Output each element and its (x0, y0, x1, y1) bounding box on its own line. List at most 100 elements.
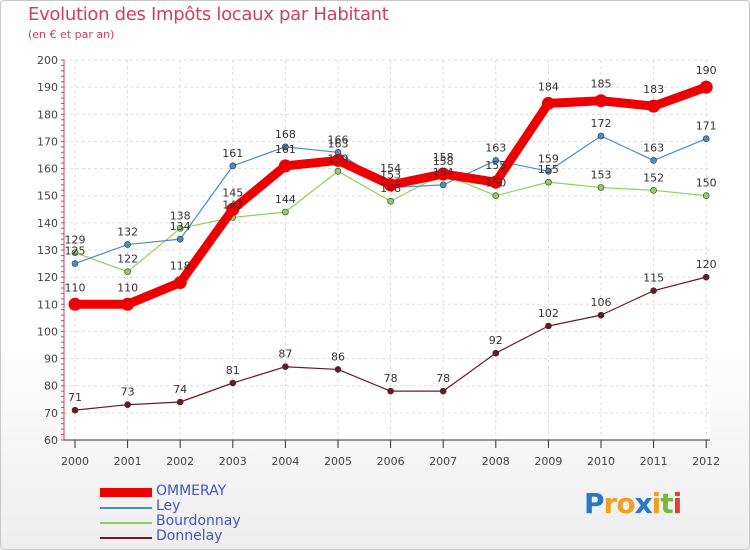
data-label-ommeray-2006: 154 (380, 162, 401, 175)
legend-label-bourdonnay: Bourdonnay (156, 513, 241, 529)
data-label-bourdonnay-2006: 148 (380, 182, 401, 195)
data-label-ommeray-2012: 190 (696, 64, 717, 77)
data-label-ley-2012: 171 (696, 120, 717, 133)
x-tick-label-2002: 2002 (166, 455, 194, 468)
legend-swatch-donnelay (100, 537, 152, 539)
data-point-ommeray-2008 (489, 175, 503, 189)
x-tick-label-2012: 2012 (692, 455, 720, 468)
y-tick-label-180: 180 (37, 108, 58, 121)
data-label-donnelay-2002: 74 (173, 383, 187, 396)
x-tick-label-2000: 2000 (61, 455, 89, 468)
data-label-ley-2005: 166 (328, 133, 349, 146)
data-point-ommeray-2012 (699, 80, 713, 94)
data-label-donnelay-2009: 102 (538, 307, 559, 320)
logo-letter: o (616, 487, 635, 520)
data-point-ley-2000 (71, 260, 79, 267)
data-point-ommeray-2010 (594, 94, 608, 108)
data-point-ley-2009 (545, 167, 552, 175)
data-point-bourdonnay-2010 (597, 184, 605, 191)
data-point-bourdonnay-2001 (124, 268, 131, 276)
data-label-ley-2009: 159 (538, 152, 559, 165)
data-label-donnelay-2003: 81 (226, 364, 240, 377)
data-label-ommeray-2002: 118 (170, 260, 191, 273)
data-point-donnelay-2000 (71, 406, 79, 414)
y-tick-label-80: 80 (44, 380, 58, 393)
data-label-bourdonnay-2008: 150 (485, 177, 506, 190)
chart-title: Evolution des Impôts locaux par Habitant (28, 4, 389, 25)
data-point-bourdonnay-2008 (492, 192, 500, 200)
data-point-ommeray-2003 (226, 202, 240, 216)
data-point-ommeray-2002 (173, 276, 187, 290)
data-point-ley-2002 (176, 235, 184, 243)
data-label-bourdonnay-2005: 159 (328, 152, 349, 165)
logo-letter: i (672, 487, 683, 520)
data-label-ley-2002: 134 (170, 220, 191, 233)
data-point-ommeray-2006 (384, 178, 398, 192)
data-point-ley-2008 (492, 157, 500, 164)
data-point-donnelay-2003 (229, 379, 237, 387)
chart-subtitle: (en € et par an) (28, 28, 115, 41)
data-label-ley-2000: 125 (65, 245, 86, 258)
data-point-ommeray-2009 (541, 96, 555, 110)
data-label-donnelay-2001: 73 (121, 386, 135, 399)
data-label-ley-2010: 172 (591, 117, 612, 130)
data-point-bourdonnay-2005 (334, 167, 342, 175)
data-point-ommeray-2011 (647, 99, 661, 113)
data-point-ley-2011 (650, 157, 657, 164)
y-tick-label-160: 160 (37, 163, 58, 176)
data-label-donnelay-2007: 78 (436, 372, 450, 385)
legend-swatch-ley (100, 507, 152, 509)
data-label-ley-2011: 163 (643, 141, 664, 154)
x-tick-label-2006: 2006 (377, 455, 405, 468)
data-label-bourdonnay-2001: 122 (117, 253, 138, 266)
data-point-bourdonnay-2009 (545, 178, 552, 186)
data-point-bourdonnay-2012 (702, 192, 710, 200)
data-label-bourdonnay-2002: 138 (170, 209, 191, 222)
data-point-donnelay-2012 (702, 273, 710, 281)
data-point-ley-2012 (702, 135, 710, 143)
data-label-donnelay-2006: 78 (384, 372, 398, 385)
data-point-donnelay-2007 (439, 387, 447, 395)
data-label-ommeray-2004: 161 (275, 143, 296, 156)
data-point-donnelay-2004 (282, 363, 289, 371)
data-point-donnelay-2005 (334, 366, 342, 373)
data-label-ley-2004: 168 (275, 128, 296, 141)
legend-swatch-ommeray (100, 488, 152, 497)
data-point-bourdonnay-2006 (387, 197, 394, 205)
data-label-ommeray-2008: 155 (485, 159, 506, 172)
data-label-donnelay-2005: 86 (331, 350, 345, 363)
data-label-donnelay-2011: 115 (643, 272, 664, 285)
data-label-ley-2007: 154 (433, 166, 454, 179)
x-tick-label-2007: 2007 (429, 455, 457, 468)
data-label-donnelay-2012: 120 (696, 258, 717, 271)
data-point-donnelay-2006 (387, 387, 394, 395)
data-label-bourdonnay-2011: 152 (643, 171, 664, 184)
data-label-ley-2006: 153 (380, 169, 401, 182)
data-label-bourdonnay-2012: 150 (696, 177, 717, 190)
x-tick-label-2004: 2004 (271, 455, 299, 468)
y-tick-label-140: 140 (37, 217, 58, 230)
legend-label-ommeray: OMMERAY (156, 483, 227, 499)
data-point-bourdonnay-2002 (176, 224, 184, 232)
data-point-ley-2010 (597, 132, 605, 140)
data-label-ommeray-2009: 184 (538, 80, 559, 93)
data-label-bourdonnay-2007: 158 (433, 155, 454, 168)
logo-letter: r (603, 487, 618, 520)
y-tick-label-200: 200 (37, 54, 58, 67)
data-label-donnelay-2004: 87 (278, 348, 292, 361)
logo-letter: P (584, 487, 605, 520)
plot-area (64, 60, 710, 440)
data-label-ommeray-2003: 145 (222, 186, 243, 199)
data-point-ommeray-2001 (121, 297, 135, 311)
data-point-ley-2007 (439, 181, 447, 189)
data-point-donnelay-2009 (545, 322, 552, 330)
logo-letter: x (634, 487, 653, 520)
logo-letter: t (660, 487, 673, 520)
logo-letter: i (651, 487, 662, 520)
data-label-ommeray-2005: 163 (328, 137, 349, 150)
data-point-ley-2004 (282, 143, 289, 151)
data-label-donnelay-2008: 92 (489, 334, 503, 347)
data-label-bourdonnay-2010: 153 (591, 169, 612, 182)
x-tick-label-2005: 2005 (324, 455, 352, 468)
y-tick-label-100: 100 (37, 325, 58, 338)
